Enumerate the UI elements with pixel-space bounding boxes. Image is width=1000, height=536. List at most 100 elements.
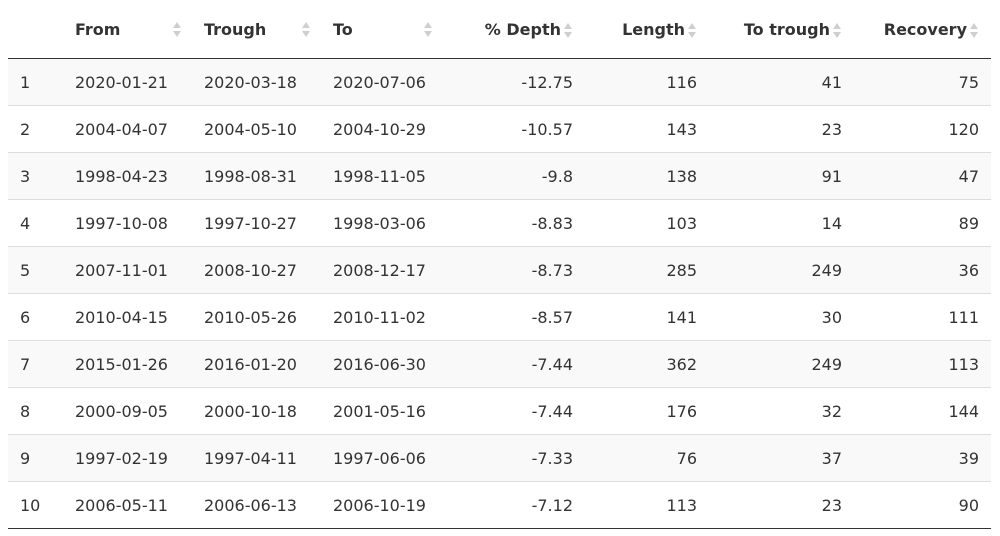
column-header-from[interactable]: From: [63, 0, 192, 59]
table-cell: -10.57: [443, 105, 585, 153]
table-cell: 120: [854, 105, 991, 153]
table-cell: 1997-10-27: [192, 199, 321, 247]
table-cell: 9: [8, 434, 63, 482]
table-cell: 113: [585, 481, 709, 529]
column-header-to[interactable]: To: [321, 0, 443, 59]
column-header-length[interactable]: Length: [585, 0, 709, 59]
table-row: 5 2007-11-01 2008-10-27 2008-12-17 -8.73 285 2…: [8, 246, 991, 294]
drawdowns-table-container: From Trough To % Depth Length To trough Recove…: [8, 0, 991, 529]
table-cell: 1997-04-11: [192, 434, 321, 482]
table-cell: 89: [854, 199, 991, 247]
table-cell: 2000-10-18: [192, 387, 321, 435]
column-header-label: Length: [622, 19, 685, 39]
table-header-row: From Trough To % Depth Length To trough Recove…: [8, 0, 991, 59]
table-cell: 2020-01-21: [63, 58, 192, 106]
table-cell: 2006-05-11: [63, 481, 192, 529]
table-cell: 176: [585, 387, 709, 435]
table-cell: 23: [709, 481, 854, 529]
table-row: 10 2006-05-11 2006-06-13 2006-10-19 -7.12 113…: [8, 481, 991, 529]
table-cell: -7.33: [443, 434, 585, 482]
sort-icon[interactable]: [173, 21, 182, 38]
table-cell: 1997-06-06: [321, 434, 443, 482]
table-cell: 30: [709, 293, 854, 341]
column-header-label: Recovery: [883, 19, 967, 39]
table-cell: -7.44: [443, 387, 585, 435]
table-row: 4 1997-10-08 1997-10-27 1998-03-06 -8.83 103 1…: [8, 199, 991, 247]
table-cell: 2: [8, 105, 63, 153]
drawdowns-table: From Trough To % Depth Length To trough Recove…: [8, 0, 991, 529]
table-cell: 37: [709, 434, 854, 482]
table-cell: 1998-03-06: [321, 199, 443, 247]
table-cell: 2000-09-05: [63, 387, 192, 435]
table-row: 2 2004-04-07 2004-05-10 2004-10-29 -10.57 143…: [8, 105, 991, 153]
column-header-trough[interactable]: Trough: [192, 0, 321, 59]
table-cell: 2006-10-19: [321, 481, 443, 529]
table-cell: 3: [8, 152, 63, 200]
table-cell: 7: [8, 340, 63, 388]
table-cell: 1998-11-05: [321, 152, 443, 200]
table-cell: -9.8: [443, 152, 585, 200]
table-cell: 111: [854, 293, 991, 341]
column-header-index: [8, 0, 63, 59]
sort-icon[interactable]: [833, 22, 842, 39]
table-cell: 1997-02-19: [63, 434, 192, 482]
table-cell: 2010-04-15: [63, 293, 192, 341]
table-cell: -8.73: [443, 246, 585, 294]
table-cell: 2010-05-26: [192, 293, 321, 341]
table-cell: 2010-11-02: [321, 293, 443, 341]
table-cell: 5: [8, 246, 63, 294]
column-header-label: To: [333, 19, 353, 39]
table-cell: 1997-10-08: [63, 199, 192, 247]
column-header-recovery[interactable]: Recovery: [854, 0, 991, 59]
table-cell: 2004-05-10: [192, 105, 321, 153]
table-cell: 2020-07-06: [321, 58, 443, 106]
table-cell: 143: [585, 105, 709, 153]
table-cell: -8.83: [443, 199, 585, 247]
table-cell: 2007-11-01: [63, 246, 192, 294]
column-header-label: Trough: [204, 19, 267, 39]
table-cell: 90: [854, 481, 991, 529]
sort-icon[interactable]: [688, 22, 697, 39]
column-header-label: % Depth: [484, 19, 561, 39]
table-cell: 1998-08-31: [192, 152, 321, 200]
table-cell: 76: [585, 434, 709, 482]
table-cell: 144: [854, 387, 991, 435]
table-cell: 2015-01-26: [63, 340, 192, 388]
table-row: 9 1997-02-19 1997-04-11 1997-06-06 -7.33 76 37…: [8, 434, 991, 482]
column-header-depth[interactable]: % Depth: [443, 0, 585, 59]
sort-icon[interactable]: [302, 21, 311, 38]
table-cell: 1: [8, 58, 63, 106]
table-cell: 75: [854, 58, 991, 106]
table-row: 7 2015-01-26 2016-01-20 2016-06-30 -7.44 362 2…: [8, 340, 991, 388]
sort-icon[interactable]: [564, 22, 573, 39]
table-cell: 285: [585, 246, 709, 294]
table-cell: 2004-10-29: [321, 105, 443, 153]
table-cell: 8: [8, 387, 63, 435]
table-cell: 2001-05-16: [321, 387, 443, 435]
table-cell: 2004-04-07: [63, 105, 192, 153]
sort-icon[interactable]: [424, 21, 433, 38]
table-cell: 14: [709, 199, 854, 247]
table-cell: 141: [585, 293, 709, 341]
table-cell: 2020-03-18: [192, 58, 321, 106]
table-cell: 249: [709, 340, 854, 388]
table-row: 6 2010-04-15 2010-05-26 2010-11-02 -8.57 141 3…: [8, 293, 991, 341]
table-cell: 103: [585, 199, 709, 247]
table-row: 1 2020-01-21 2020-03-18 2020-07-06 -12.75 116…: [8, 58, 991, 106]
table-cell: 2006-06-13: [192, 481, 321, 529]
sort-icon[interactable]: [970, 22, 979, 39]
table-cell: -7.12: [443, 481, 585, 529]
table-cell: -7.44: [443, 340, 585, 388]
table-cell: 116: [585, 58, 709, 106]
table-row: 3 1998-04-23 1998-08-31 1998-11-05 -9.8 138 91…: [8, 152, 991, 200]
column-header-to-trough[interactable]: To trough: [709, 0, 854, 59]
table-cell: -8.57: [443, 293, 585, 341]
table-cell: 36: [854, 246, 991, 294]
table-cell: 2016-01-20: [192, 340, 321, 388]
table-cell: 10: [8, 481, 63, 529]
table-cell: 249: [709, 246, 854, 294]
table-cell: -12.75: [443, 58, 585, 106]
table-cell: 47: [854, 152, 991, 200]
table-cell: 113: [854, 340, 991, 388]
table-cell: 362: [585, 340, 709, 388]
